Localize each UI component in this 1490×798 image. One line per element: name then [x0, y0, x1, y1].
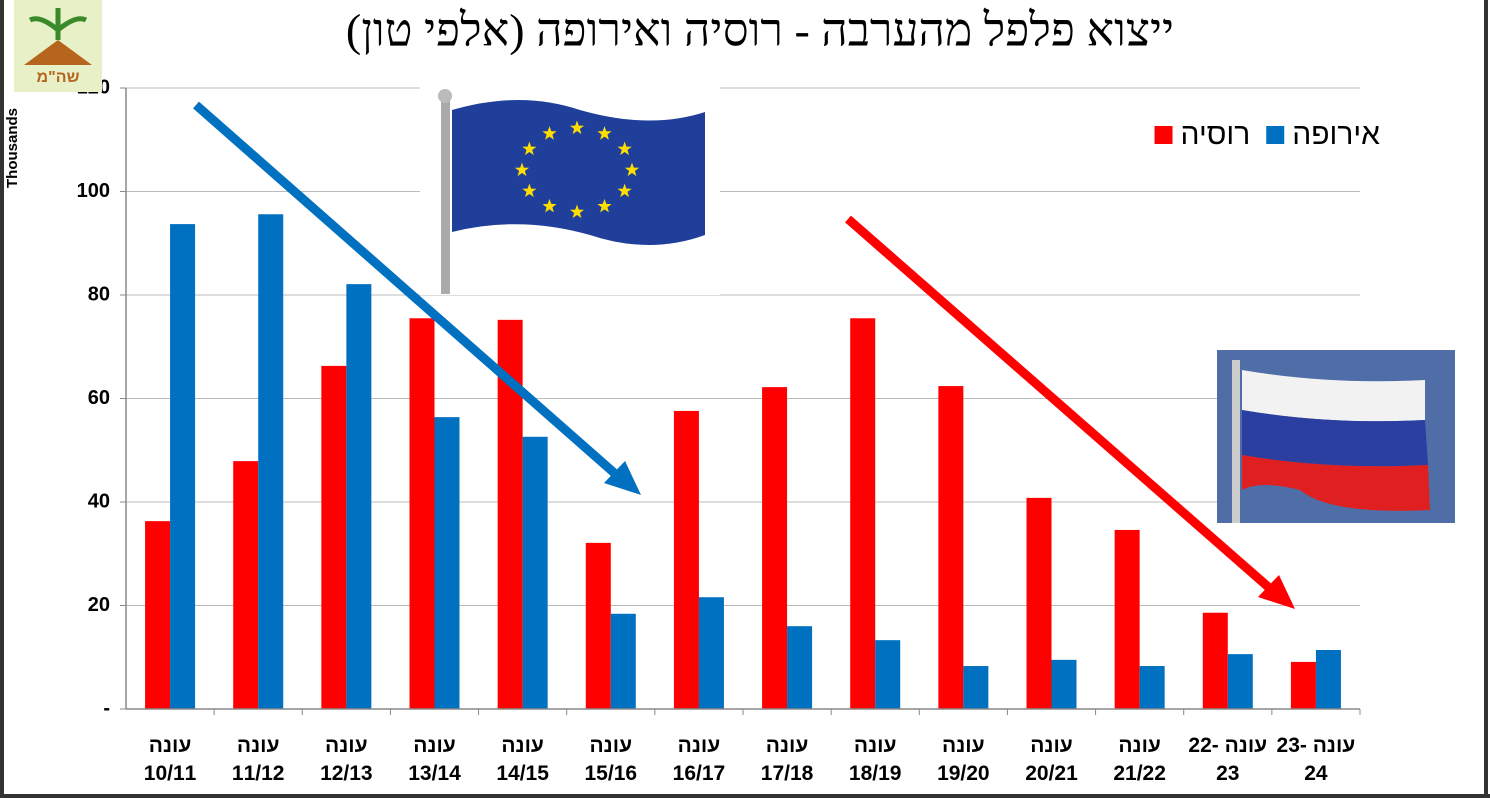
star — [569, 204, 585, 219]
chart-title: ייצוא פלפל מהערבה - רוסיה ואירופה (אלפי … — [346, 5, 1174, 56]
y-tick-label: 40 — [88, 490, 110, 512]
bar — [145, 521, 171, 709]
legend-swatch — [1154, 126, 1173, 144]
bar — [585, 542, 611, 709]
bar — [409, 318, 435, 709]
star — [522, 141, 537, 156]
logo: שה"מ — [14, 0, 102, 92]
bar — [850, 318, 876, 709]
y-tick-label: 100 — [77, 180, 110, 202]
bar — [1227, 654, 1253, 709]
star — [514, 162, 530, 177]
legend-bg — [1035, 105, 1380, 185]
x-tick-label: עונה 22-23 — [1188, 734, 1268, 785]
bar — [321, 365, 347, 709]
x-tick-label: עונה 21/22 — [1113, 734, 1166, 785]
star — [597, 198, 612, 213]
star — [624, 162, 640, 177]
bar — [875, 640, 901, 709]
bar — [346, 284, 372, 709]
bar — [258, 214, 284, 709]
y-tick-label: 80 — [88, 283, 110, 305]
legend-swatch — [1266, 126, 1285, 144]
europe-trend-arrow — [193, 101, 641, 495]
x-tick-label: עונה 12/13 — [320, 734, 373, 785]
y-tick-label: 20 — [88, 594, 110, 616]
russia-flag — [1217, 350, 1455, 523]
star — [542, 198, 557, 213]
bar — [1051, 659, 1077, 709]
russia-trend-arrow — [845, 215, 1295, 609]
star — [522, 183, 537, 198]
legend-label: רוסיה — [1181, 118, 1251, 151]
bar — [1026, 497, 1052, 709]
bar — [610, 613, 636, 709]
x-tick-label: עונה 13/14 — [408, 734, 461, 785]
bar — [170, 224, 196, 710]
bar — [233, 461, 259, 709]
x-tick-label: עונה 10/11 — [143, 734, 197, 785]
x-tick-label: עונה 18/19 — [848, 734, 902, 785]
x-tick-label: עונה 17/18 — [760, 734, 814, 785]
bar — [673, 410, 699, 709]
bar — [522, 436, 548, 709]
x-tick-label: עונה 16/17 — [672, 734, 726, 785]
bar — [434, 417, 460, 709]
y-tick-label: 60 — [88, 387, 110, 409]
eu-flag — [420, 80, 720, 295]
x-tick-label: עונה 20/21 — [1025, 734, 1078, 785]
x-tick-label: עונה 15/16 — [584, 734, 638, 785]
bar — [1114, 529, 1140, 709]
x-tick-label: עונה 23-24 — [1276, 734, 1356, 785]
legend-label: אירופה — [1292, 118, 1380, 151]
star — [542, 126, 557, 140]
star — [617, 141, 632, 156]
bar — [1290, 661, 1316, 709]
bar — [762, 387, 788, 709]
bar — [938, 386, 964, 709]
star — [617, 183, 632, 198]
logo-text: שה"מ — [37, 69, 80, 86]
x-tick-label: עונה 11/12 — [231, 734, 285, 785]
bar — [1139, 666, 1165, 709]
x-tick-label: עונה 14/15 — [496, 734, 549, 785]
bar — [1315, 650, 1341, 709]
bar — [963, 666, 989, 709]
bar — [1202, 612, 1228, 709]
y-axis-label: Thousands — [4, 108, 21, 188]
y-tick-label: - — [103, 697, 110, 719]
star — [597, 126, 612, 140]
bar — [787, 626, 813, 709]
star — [569, 120, 585, 135]
bar — [698, 597, 724, 709]
x-tick-label: עונה 19/20 — [937, 734, 990, 785]
